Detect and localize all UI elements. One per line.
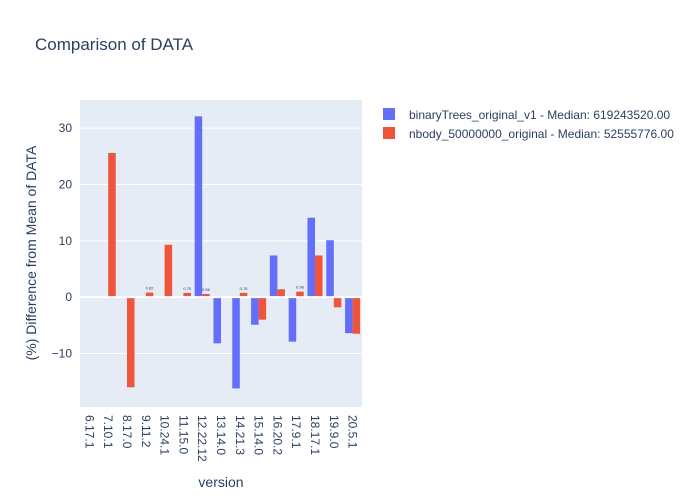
x-tick-labels: 6.17.1 7.10.1 8.17.0 9.11.2 10.24.1 11.15.0 12…	[82, 415, 359, 462]
bar[interactable]	[345, 297, 353, 334]
x-tick-label: 9.11.2	[139, 415, 153, 448]
bar[interactable]	[326, 240, 334, 298]
bar[interactable]	[108, 152, 116, 298]
x-tick-label: 15.14.0	[252, 415, 266, 455]
x-tick-label: 10.24.1	[158, 415, 172, 455]
bar[interactable]	[352, 297, 361, 334]
bars	[108, 116, 361, 389]
bar[interactable]	[127, 297, 135, 388]
bar[interactable]	[296, 291, 304, 298]
x-tick-label: 18.17.1	[308, 415, 322, 455]
x-tick-label: 12.22.12	[195, 415, 209, 462]
y-tick-label: 10	[59, 234, 73, 248]
bar[interactable]	[202, 294, 210, 298]
y-tick-labels: −10 0 10 20 30	[52, 121, 73, 360]
legend-label-binarytrees[interactable]: binaryTrees_original_v1 - Median: 619243…	[409, 108, 670, 122]
y-tick-label: −10	[52, 346, 73, 360]
legend-swatch-binarytrees[interactable]	[383, 108, 395, 120]
data-label: 0.56	[202, 287, 211, 292]
bar[interactable]	[269, 255, 278, 298]
legend-swatch-nbody[interactable]	[383, 127, 395, 139]
bar[interactable]	[213, 297, 221, 344]
y-tick-label: 30	[59, 121, 73, 135]
data-labels: 0.82 0.75 0.56 0.76 0.98	[146, 285, 305, 292]
bar[interactable]	[145, 292, 154, 298]
x-tick-label: 17.9.1	[289, 415, 303, 449]
bar[interactable]	[258, 297, 267, 320]
bar[interactable]	[333, 297, 342, 308]
x-tick-label: 7.10.1	[101, 415, 115, 449]
y-tick-label: 20	[59, 177, 73, 191]
x-tick-label: 19.9.0	[327, 415, 341, 449]
x-tick-label: 14.21.3	[233, 415, 247, 455]
bar[interactable]	[164, 244, 173, 298]
x-tick-label: 20.5.1	[346, 415, 360, 449]
x-tick-label: 6.17.1	[82, 415, 96, 449]
plot-background	[80, 100, 362, 407]
bar[interactable]	[288, 297, 297, 342]
bar[interactable]	[251, 297, 259, 325]
data-label: 0.76	[240, 286, 249, 291]
bar[interactable]	[194, 116, 203, 298]
data-label: 0.82	[146, 286, 155, 291]
bar[interactable]	[183, 292, 191, 298]
bar[interactable]	[315, 255, 323, 298]
y-tick-label: 0	[65, 290, 72, 304]
bar[interactable]	[232, 297, 240, 389]
bar[interactable]	[277, 289, 285, 298]
y-axis-title: (%) Difference from Mean of DATA	[23, 145, 39, 360]
legend: binaryTrees_original_v1 - Median: 619243…	[383, 108, 674, 141]
legend-label-nbody[interactable]: nbody_50000000_original - Median: 525557…	[409, 127, 674, 141]
x-tick-label: 13.14.0	[214, 415, 228, 455]
bar[interactable]	[307, 217, 315, 298]
data-label: 0.75	[183, 286, 192, 291]
bar[interactable]	[239, 292, 248, 298]
x-tick-label: 8.17.0	[120, 415, 134, 449]
data-label: 0.98	[296, 285, 305, 290]
x-tick-label: 11.15.0	[176, 415, 190, 454]
x-axis-title: version	[198, 474, 243, 490]
x-tick-label: 16.20.2	[270, 415, 284, 455]
chart-title: Comparison of DATA	[35, 35, 194, 54]
